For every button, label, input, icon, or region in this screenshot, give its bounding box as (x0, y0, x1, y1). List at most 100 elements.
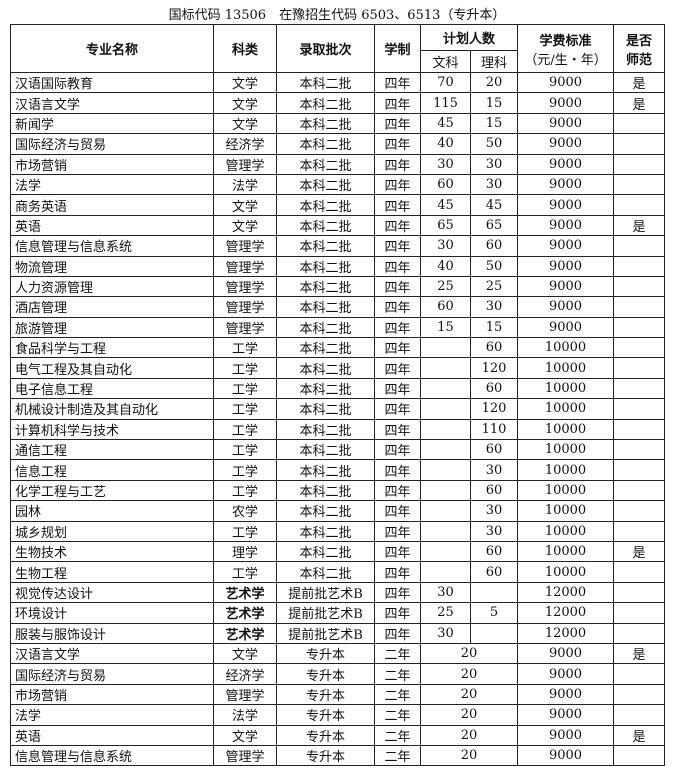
cell-name: 物流管理 (10, 255, 214, 277)
cell-duration: 四年 (374, 418, 421, 441)
table-row: 汉语国际教育 文学 本科二批 四年 70 20 9000 是 (10, 71, 666, 94)
cell-duration: 四年 (374, 357, 421, 379)
cell-batch: 本科二批 (276, 479, 375, 502)
cell-batch: 本科二批 (276, 357, 375, 379)
cell-name: 服装与服饰设计 (10, 622, 214, 644)
table-row: 生物工程 工学 本科二批 四年 60 10000 (10, 561, 666, 583)
cell-duration: 四年 (374, 398, 421, 420)
cell-batch: 提前批艺术B (276, 622, 375, 644)
cell-fee: 9000 (517, 235, 615, 257)
cell-name: 生物工程 (10, 561, 214, 583)
cell-normal (613, 173, 666, 196)
cell-plan-science: 30 (469, 296, 519, 318)
cell-fee: 10000 (517, 357, 615, 379)
cell-plan-arts: 40 (420, 133, 471, 155)
cell-name: 英语 (10, 214, 214, 237)
cell-fee: 10000 (517, 439, 615, 461)
cell-plan-science: 15 (469, 92, 519, 114)
table-row: 信息管理与信息系统 管理学 本科二批 四年 30 60 9000 (10, 235, 666, 257)
table-row: 电气工程及其自动化 工学 本科二批 四年 120 10000 (10, 357, 666, 379)
cell-fee: 10000 (517, 418, 615, 441)
cell-name: 园林 (10, 500, 214, 522)
cell-plan: 20 (419, 744, 519, 767)
cell-category: 文学 (213, 71, 277, 94)
cell-batch: 提前批艺术B (276, 581, 375, 604)
table-row: 汉语言文学 文学 本科二批 四年 115 15 9000 是 (10, 92, 666, 114)
cell-batch: 本科二批 (276, 439, 375, 461)
enrollment-plan-table: 专业名称 科类 录取批次 学制 计划人数 学费标准 （元/生・年） 是否 师范 文科… (10, 24, 666, 767)
cell-name: 生物技术 (10, 540, 214, 563)
cell-plan-arts: 65 (420, 214, 471, 237)
table-row: 商务英语 文学 本科二批 四年 45 45 9000 (10, 194, 666, 216)
cell-plan-science: 60 (469, 439, 519, 461)
table-row: 环境设计 艺术学 提前批艺术B 四年 25 5 12000 (10, 602, 666, 624)
cell-normal: 是 (613, 540, 666, 563)
cell-plan-science: 30 (469, 520, 519, 542)
cell-normal (613, 622, 666, 644)
cell-normal (613, 520, 666, 542)
cell-normal (613, 683, 666, 706)
cell-normal (613, 418, 666, 441)
cell-batch: 本科二批 (276, 235, 375, 257)
cell-batch: 本科二批 (276, 561, 375, 583)
cell-duration: 四年 (374, 194, 421, 216)
cell-name: 信息管理与信息系统 (10, 744, 214, 767)
cell-fee: 10000 (517, 500, 615, 522)
table-row: 新闻学 文学 本科二批 四年 45 15 9000 (10, 112, 666, 135)
cell-plan-arts (420, 540, 471, 563)
cell-normal (613, 337, 666, 359)
cell-name: 信息管理与信息系统 (10, 235, 214, 257)
cell-category: 经济学 (213, 663, 277, 685)
cell-batch: 本科二批 (276, 71, 375, 94)
cell-plan-science: 60 (469, 337, 519, 359)
cell-name: 国际经济与贸易 (10, 663, 214, 685)
cell-plan-arts (420, 377, 471, 400)
cell-normal: 是 (613, 724, 666, 746)
cell-name: 计算机科学与技术 (10, 418, 214, 441)
cell-batch: 本科二批 (276, 153, 375, 175)
cell-duration: 四年 (374, 602, 421, 624)
cell-batch: 本科二批 (276, 194, 375, 216)
cell-batch: 本科二批 (276, 92, 375, 114)
cell-plan-arts: 45 (420, 112, 471, 135)
cell-duration: 四年 (374, 71, 421, 94)
table-row: 英语 文学 专升本 二年 20 9000 是 (10, 724, 666, 746)
cell-name: 市场营销 (10, 683, 214, 706)
cell-name: 商务英语 (10, 194, 214, 216)
table-row: 法学 法学 专升本 二年 20 9000 (10, 704, 666, 726)
cell-plan-science: 30 (469, 459, 519, 481)
table-row: 法学 法学 本科二批 四年 60 30 9000 (10, 173, 666, 196)
cell-plan-arts: 60 (420, 173, 471, 196)
cell-name: 机械设计制造及其自动化 (10, 398, 214, 420)
cell-duration: 二年 (374, 744, 421, 767)
cell-plan-arts: 115 (420, 92, 471, 114)
cell-fee: 10000 (517, 479, 615, 502)
cell-plan-science: 50 (469, 133, 519, 155)
cell-normal (613, 357, 666, 379)
cell-category: 工学 (213, 398, 277, 420)
cell-normal (613, 296, 666, 318)
cell-plan-arts (420, 520, 471, 542)
cell-plan-arts: 40 (420, 255, 471, 277)
cell-batch: 专升本 (276, 724, 375, 746)
cell-category: 工学 (213, 479, 277, 502)
cell-fee: 9000 (517, 71, 615, 94)
cell-name: 环境设计 (10, 602, 214, 624)
cell-duration: 四年 (374, 377, 421, 400)
cell-category: 艺术学 (213, 602, 277, 624)
cell-fee: 12000 (517, 602, 615, 624)
cell-batch: 本科二批 (276, 459, 375, 481)
cell-plan-science (469, 581, 519, 604)
cell-plan-arts: 30 (420, 153, 471, 175)
cell-duration: 二年 (374, 642, 421, 665)
cell-duration: 四年 (374, 540, 421, 563)
cell-category: 工学 (213, 377, 277, 400)
cell-duration: 四年 (374, 92, 421, 114)
cell-plan-arts: 15 (420, 316, 471, 339)
cell-plan-arts (420, 439, 471, 461)
cell-category: 管理学 (213, 744, 277, 767)
cell-category: 法学 (213, 173, 277, 196)
cell-fee: 10000 (517, 459, 615, 481)
cell-category: 文学 (213, 112, 277, 135)
cell-normal (613, 316, 666, 339)
